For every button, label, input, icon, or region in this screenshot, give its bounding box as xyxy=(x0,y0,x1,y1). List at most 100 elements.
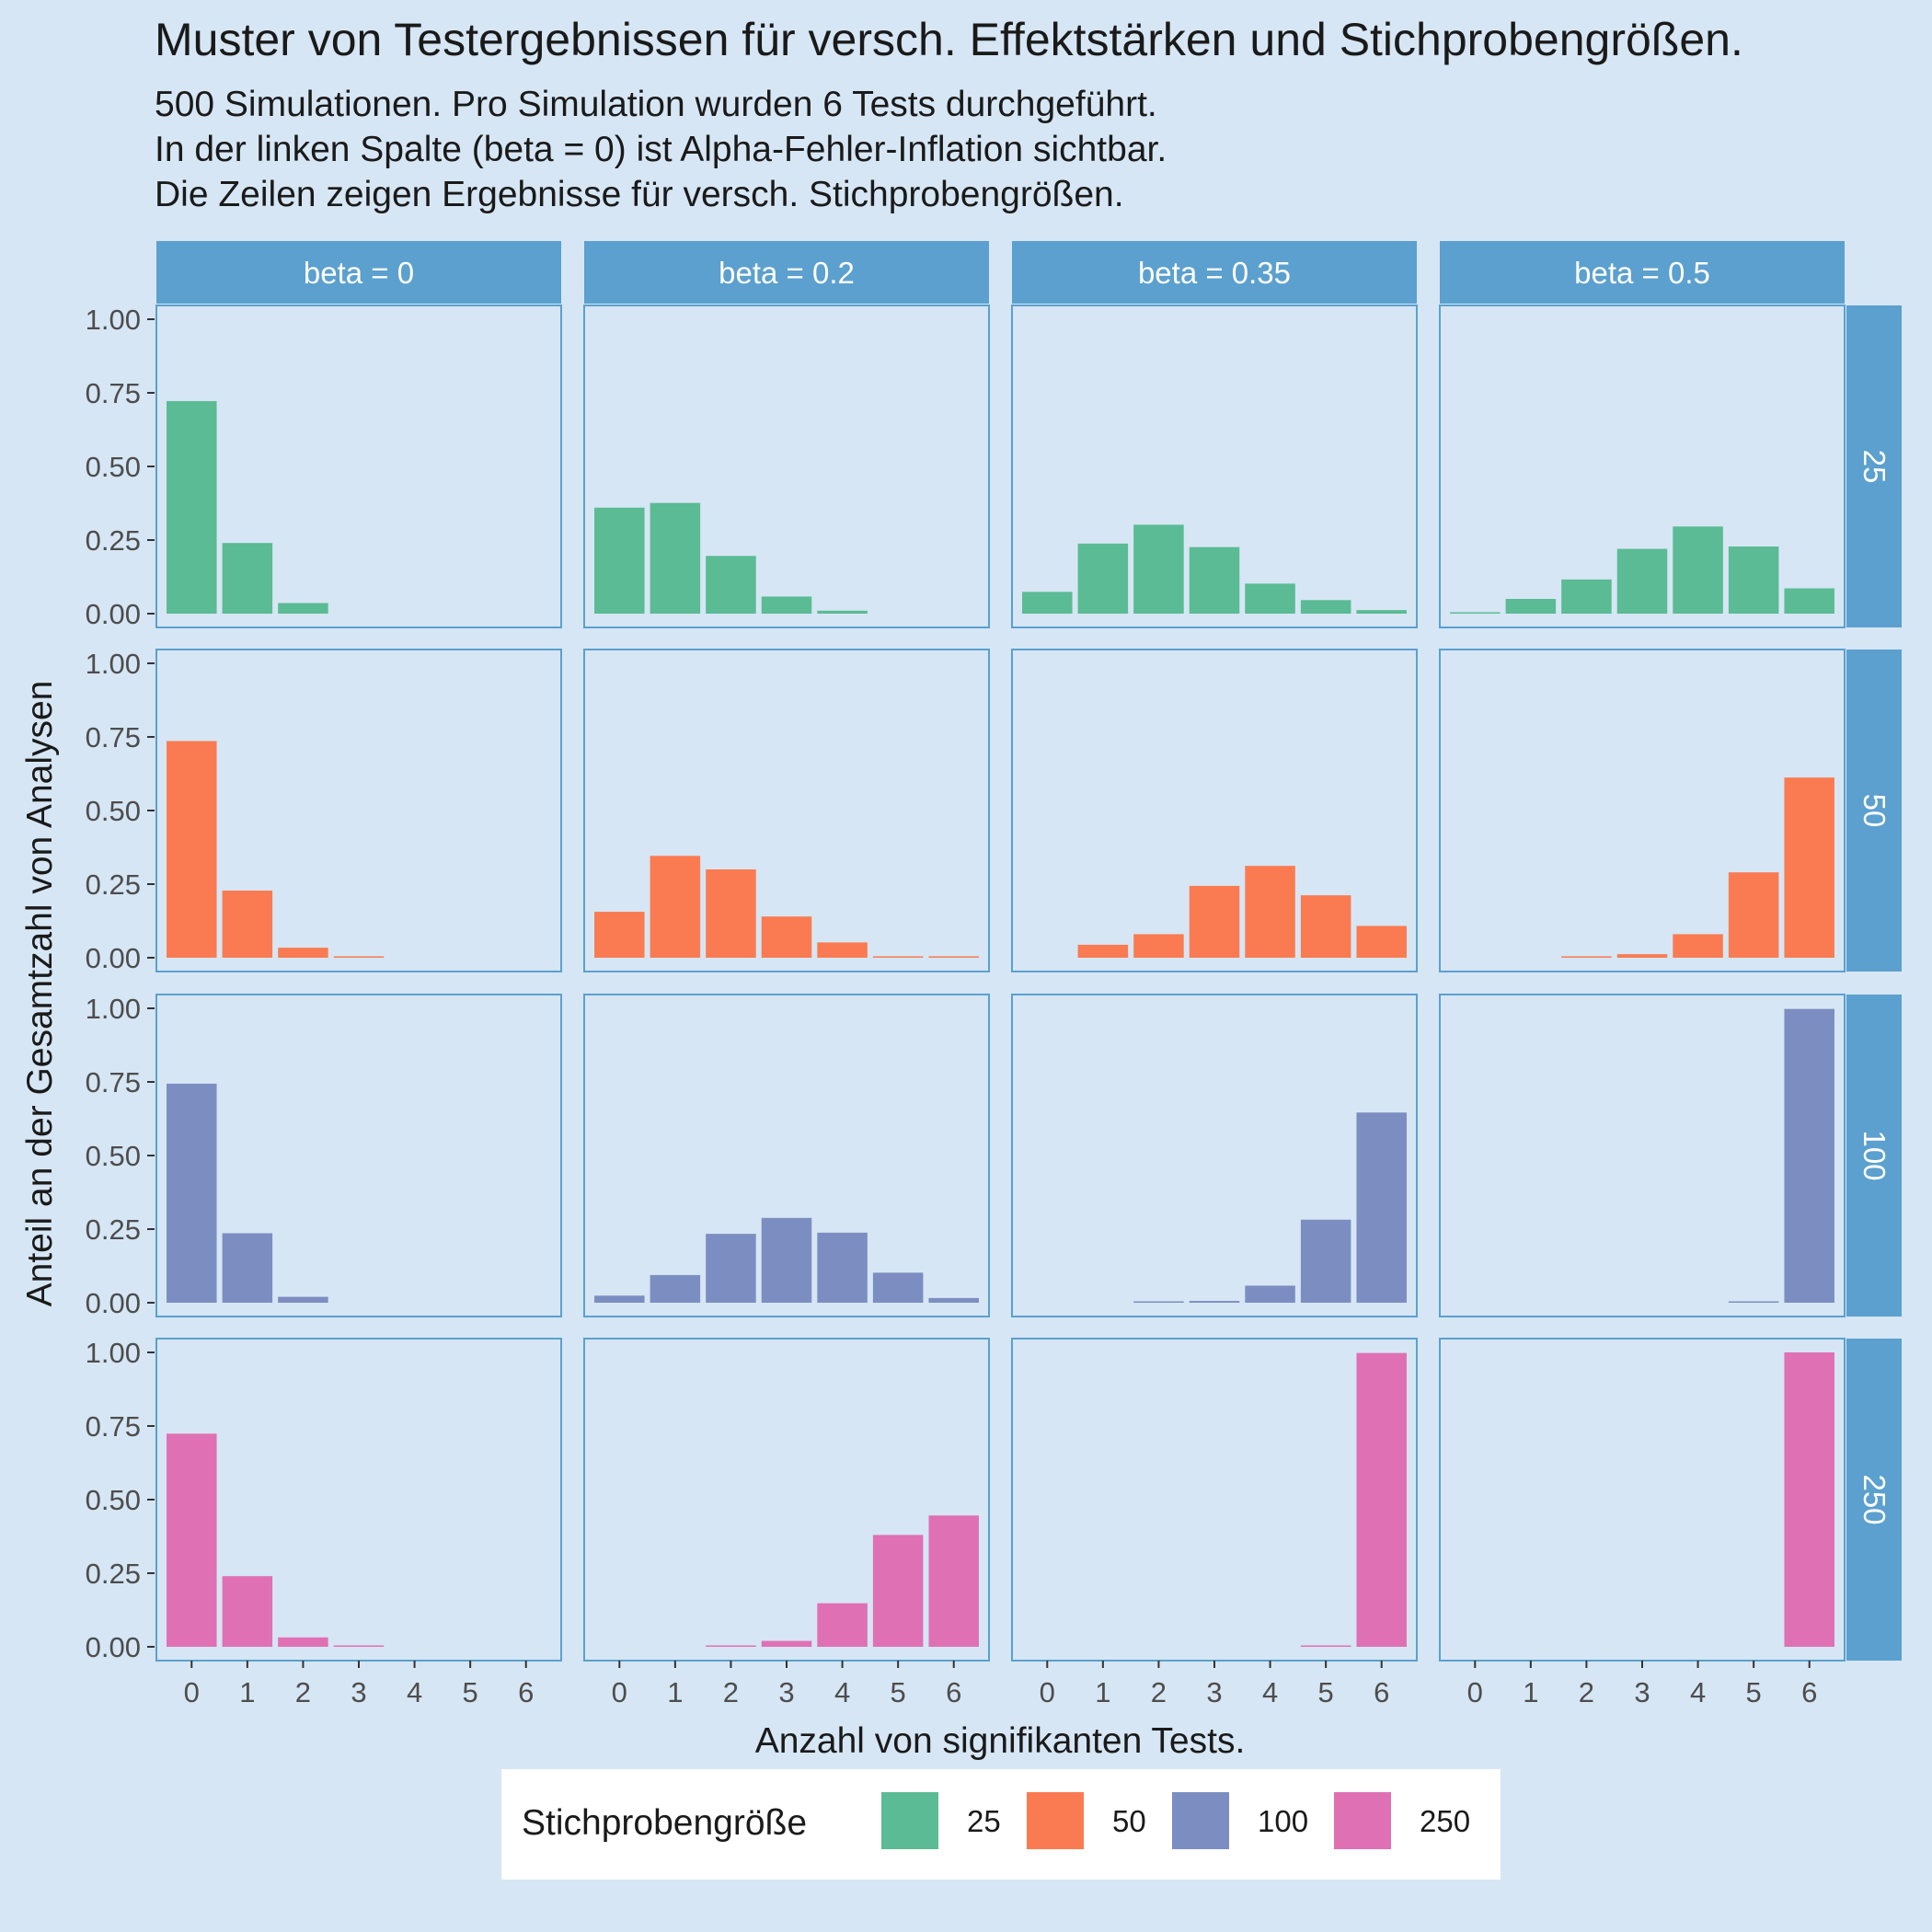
bar-r2-c0-x0 xyxy=(167,1083,217,1303)
legend-title: Stichprobengröße xyxy=(522,1803,808,1843)
x-tick-label-c3-5: 5 xyxy=(1746,1676,1762,1708)
y-tick-label-r1-4: 1.00 xyxy=(86,648,141,680)
bar-r1-c3-x4 xyxy=(1673,934,1723,958)
y-tick-label-r2-0: 0.00 xyxy=(86,1287,141,1319)
bar-r2-c2-x4 xyxy=(1245,1285,1295,1303)
y-tick-label-r3-3: 0.75 xyxy=(86,1410,141,1443)
x-tick-label-c3-2: 2 xyxy=(1579,1676,1594,1708)
panel-border-r0-c0 xyxy=(155,305,562,628)
bar-r1-c3-x6 xyxy=(1784,777,1834,958)
y-tick-label-r2-3: 0.75 xyxy=(86,1066,141,1098)
y-tick-label-r0-0: 0.00 xyxy=(86,598,141,630)
y-tick-label-r0-3: 0.75 xyxy=(86,377,141,409)
bar-r0-c1-x3 xyxy=(761,596,812,614)
bar-r1-c0-x2 xyxy=(278,948,328,958)
y-tick-label-r2-4: 1.00 xyxy=(86,993,141,1025)
x-tick-label-c2-1: 1 xyxy=(1095,1676,1110,1708)
bar-r3-c0-x1 xyxy=(222,1576,273,1647)
panel-border-r2-c0 xyxy=(155,994,562,1317)
panel-border-r0-c3 xyxy=(1439,305,1846,628)
bar-r0-c2-x2 xyxy=(1133,524,1184,614)
bar-r3-c0-x3 xyxy=(333,1645,385,1647)
panel-border-r1-c3 xyxy=(1439,649,1846,972)
column-strip-0 xyxy=(156,241,561,304)
bar-r0-c3-x6 xyxy=(1784,588,1834,614)
panel-border-r1-c1 xyxy=(583,649,990,972)
bar-r1-c1-x6 xyxy=(928,956,979,958)
legend-key-250 xyxy=(1332,1790,1393,1851)
panel-border-r0-c2 xyxy=(1011,305,1418,628)
x-tick-label-c0-4: 4 xyxy=(407,1676,422,1708)
bar-r0-c0-x1 xyxy=(222,543,273,614)
column-strip-2 xyxy=(1012,241,1417,304)
x-tick-label-c1-0: 0 xyxy=(612,1676,627,1708)
bar-r2-c1-x5 xyxy=(872,1272,924,1303)
y-tick-label-r3-1: 0.25 xyxy=(86,1558,141,1590)
y-tick-label-r1-0: 0.00 xyxy=(86,942,141,974)
x-tick-label-c3-6: 6 xyxy=(1801,1676,1817,1708)
bar-r2-c1-x3 xyxy=(761,1217,812,1303)
x-tick-label-c3-3: 3 xyxy=(1634,1676,1650,1708)
y-tick-label-r1-1: 0.25 xyxy=(86,868,141,901)
bar-r1-c2-x3 xyxy=(1189,885,1240,958)
bar-r1-c1-x5 xyxy=(872,956,924,958)
column-strip-3 xyxy=(1440,241,1845,304)
bar-r2-c0-x2 xyxy=(278,1296,328,1303)
column-strip-label-2: beta = 0.35 xyxy=(1138,256,1291,290)
panel-border-r2-c1 xyxy=(583,994,990,1317)
bar-r2-c1-x2 xyxy=(706,1234,756,1303)
y-tick-label-r3-0: 0.00 xyxy=(86,1631,141,1663)
bar-r2-c1-x0 xyxy=(594,1295,645,1303)
bar-r0-c1-x2 xyxy=(706,556,756,614)
column-strip-label-3: beta = 0.5 xyxy=(1574,256,1710,290)
panel-border-r3-c1 xyxy=(583,1338,990,1662)
bar-r1-c3-x2 xyxy=(1561,956,1612,958)
row-strip-1 xyxy=(1846,650,1902,972)
x-tick-label-c1-4: 4 xyxy=(834,1676,850,1708)
bar-r1-c3-x5 xyxy=(1728,872,1779,958)
bar-r0-c2-x6 xyxy=(1356,610,1407,614)
bar-r1-c0-x0 xyxy=(167,741,217,958)
legend-label-25: 25 xyxy=(967,1804,1001,1838)
x-tick-label-c2-4: 4 xyxy=(1262,1676,1278,1708)
x-tick-label-c1-1: 1 xyxy=(667,1676,683,1708)
bar-r3-c1-x6 xyxy=(928,1515,979,1647)
x-tick-label-c2-6: 6 xyxy=(1374,1676,1389,1708)
panel-border-r3-c0 xyxy=(155,1338,562,1662)
bar-r3-c1-x3 xyxy=(761,1640,812,1647)
x-tick-label-c0-3: 3 xyxy=(351,1676,366,1708)
bar-r1-c0-x1 xyxy=(222,891,273,958)
x-tick-label-c1-5: 5 xyxy=(891,1676,906,1708)
x-tick-label-c1-6: 6 xyxy=(946,1676,961,1708)
legend-label-50: 50 xyxy=(1112,1804,1146,1838)
x-tick-label-c3-0: 0 xyxy=(1467,1676,1483,1708)
bar-r3-c0-x0 xyxy=(167,1433,217,1647)
row-strip-label-1: 50 xyxy=(1857,794,1892,828)
x-tick-label-c0-6: 6 xyxy=(518,1676,534,1708)
x-tick-label-c2-0: 0 xyxy=(1040,1676,1055,1708)
panel-border-r3-c3 xyxy=(1439,1338,1846,1662)
bar-r1-c3-x3 xyxy=(1616,954,1668,958)
x-tick-label-c3-1: 1 xyxy=(1523,1676,1538,1708)
x-axis-title: Anzahl von signifikanten Tests. xyxy=(755,1721,1246,1761)
x-tick-label-c2-3: 3 xyxy=(1206,1676,1222,1708)
y-axis-title: Anteil an der Gesamtzahl von Analysen xyxy=(20,681,60,1307)
bar-r1-c1-x2 xyxy=(706,869,756,958)
bar-r1-c2-x4 xyxy=(1245,866,1295,958)
x-tick-label-c0-2: 2 xyxy=(295,1676,311,1708)
bar-r1-c2-x1 xyxy=(1077,944,1129,958)
row-strip-3 xyxy=(1846,1339,1902,1661)
x-tick-label-c0-1: 1 xyxy=(239,1676,255,1708)
column-strip-label-0: beta = 0 xyxy=(304,256,414,290)
chart-subtitle-line-3: Die Zeilen zeigen Ergebnisse für versch.… xyxy=(155,175,1124,214)
bar-r0-c1-x1 xyxy=(650,502,701,614)
chart-subtitle-line-2: In der linken Spalte (beta = 0) ist Alph… xyxy=(155,130,1167,169)
y-tick-label-r0-2: 0.50 xyxy=(86,451,141,483)
bar-r1-c1-x0 xyxy=(594,912,645,958)
bar-r2-c3-x5 xyxy=(1728,1301,1779,1303)
y-tick-label-r0-4: 1.00 xyxy=(86,304,141,336)
bar-r0-c2-x0 xyxy=(1022,592,1073,614)
bar-r0-c2-x5 xyxy=(1300,600,1351,614)
panel-border-r1-c2 xyxy=(1011,649,1418,972)
